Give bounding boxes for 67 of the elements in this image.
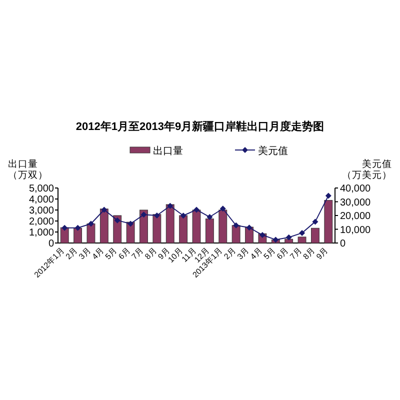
point: [74, 224, 81, 231]
y-tick-label: 5,000: [28, 184, 54, 194]
point: [246, 224, 252, 231]
bar: [166, 204, 174, 244]
bar: [179, 215, 188, 244]
y-tick-label: 2,000: [28, 216, 54, 228]
point: [286, 234, 292, 240]
x-tick-label: 9月: [314, 246, 330, 262]
y2-tick-label: 20,000: [340, 211, 372, 222]
point: [128, 220, 134, 227]
bar: [152, 214, 162, 244]
bar: [86, 224, 96, 244]
x-tick-label: 4月: [248, 246, 264, 262]
x-tick-label: 6月: [275, 246, 290, 262]
y-tick-label: 0: [48, 238, 54, 250]
legend-label: 出口量: [153, 145, 183, 157]
legend-label: 美元值: [258, 145, 288, 157]
x-tick-label: 8月: [143, 246, 158, 262]
point: [220, 206, 226, 212]
x-tick-label: 2月: [222, 246, 238, 262]
y2-tick-label: 30,000: [340, 197, 372, 208]
point: [180, 212, 186, 219]
bar: [284, 238, 294, 244]
y2-tick-label: 10,000: [340, 224, 372, 236]
point: [88, 220, 94, 227]
point: [272, 236, 279, 243]
point: [233, 222, 240, 228]
point: [62, 224, 68, 231]
y2-axis-title: 美元值（万美元）: [342, 158, 392, 181]
y-axis-title: 出口量（万双）: [8, 158, 48, 181]
bar: [311, 228, 320, 244]
bar: [298, 236, 306, 244]
bar: [205, 218, 214, 244]
x-tick-label: 7月: [130, 246, 146, 262]
bar: [218, 210, 228, 244]
point: [101, 206, 108, 213]
bar: [232, 225, 240, 244]
point: [194, 206, 200, 213]
bar: [100, 208, 108, 244]
point: [114, 217, 120, 224]
point: [167, 202, 174, 209]
x-tick-label: 5月: [262, 246, 278, 262]
point: [299, 230, 306, 236]
point: [206, 214, 213, 220]
point: [312, 218, 318, 225]
bar: [324, 200, 333, 244]
point: [154, 212, 160, 218]
x-tick-label: 5月: [104, 246, 119, 262]
x-tick-label: 3月: [77, 246, 92, 262]
x-tick-label: 6月: [116, 246, 132, 262]
y2-tick-label: 40,000: [340, 184, 372, 194]
y2-tick-label: 0: [340, 238, 346, 250]
point: [325, 192, 332, 199]
x-tick-label: 2月: [64, 246, 80, 262]
x-tick-label: 3月: [236, 246, 251, 262]
y-tick-label: 1,000: [28, 228, 54, 238]
y-tick-label: 4,000: [28, 194, 54, 206]
x-tick-label: 8月: [301, 246, 317, 262]
x-tick-label: 4月: [90, 246, 106, 262]
bar: [60, 227, 69, 244]
chart-title: 2012年1月至2013年9月新疆口岸鞋出口月度走势图: [76, 120, 324, 133]
bar: [192, 210, 201, 244]
x-tick-label: 7月: [288, 246, 304, 262]
point: [140, 212, 147, 218]
bar: [140, 210, 148, 244]
bar: [74, 228, 82, 244]
y-tick-label: 3,000: [28, 206, 54, 216]
